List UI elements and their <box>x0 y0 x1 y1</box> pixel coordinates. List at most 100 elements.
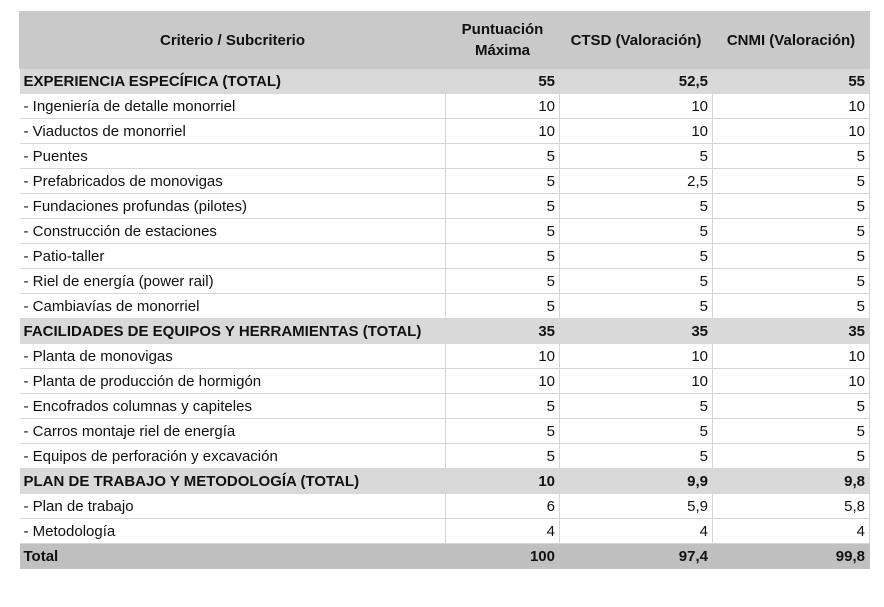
puntuacion-maxima-cell: 6 <box>445 493 560 519</box>
criterio-cell: - Encofrados columnas y capiteles <box>19 393 446 419</box>
puntuacion-maxima-cell: 5 <box>445 418 560 444</box>
cnmi-cell: 10 <box>712 368 870 394</box>
section-row: EXPERIENCIA ESPECÍFICA (TOTAL) 55 52,5 55 <box>19 68 870 94</box>
table-row: - Puentes 5 5 5 <box>19 143 870 169</box>
ctsd-cell: 5 <box>559 293 713 319</box>
table-row: - Viaductos de monorriel 10 10 10 <box>19 118 870 144</box>
cnmi-cell: 5 <box>712 443 870 469</box>
criterio-cell: - Prefabricados de monovigas <box>19 168 446 194</box>
criterio-cell: - Construcción de estaciones <box>19 218 446 244</box>
header-ctsd: CTSD (Valoración) <box>559 11 713 69</box>
puntuacion-maxima-cell: 5 <box>445 143 560 169</box>
puntuacion-maxima-cell: 5 <box>445 443 560 469</box>
puntuacion-maxima-cell: 5 <box>445 168 560 194</box>
cnmi-cell: 99,8 <box>712 543 870 569</box>
criterio-cell: FACILIDADES DE EQUIPOS Y HERRAMIENTAS (T… <box>19 318 446 344</box>
table-row: - Encofrados columnas y capiteles 5 5 5 <box>19 393 870 419</box>
cnmi-cell: 4 <box>712 518 870 544</box>
table-row: - Planta de monovigas 10 10 10 <box>19 343 870 369</box>
criterio-cell: - Ingeniería de detalle monorriel <box>19 93 446 119</box>
criterio-cell: - Carros montaje riel de energía <box>19 418 446 444</box>
ctsd-cell: 5 <box>559 443 713 469</box>
ctsd-cell: 10 <box>559 368 713 394</box>
header-row: Criterio / Subcriterio Puntuación Máxima… <box>19 11 870 69</box>
criterio-cell: - Riel de energía (power rail) <box>19 268 446 294</box>
puntuacion-maxima-cell: 10 <box>445 118 560 144</box>
evaluation-table: Criterio / Subcriterio Puntuación Máxima… <box>19 11 870 569</box>
table-row: - Prefabricados de monovigas 5 2,5 5 <box>19 168 870 194</box>
puntuacion-maxima-cell: 5 <box>445 393 560 419</box>
ctsd-cell: 5 <box>559 218 713 244</box>
cnmi-cell: 5 <box>712 143 870 169</box>
puntuacion-maxima-cell: 100 <box>445 543 560 569</box>
cnmi-cell: 5 <box>712 218 870 244</box>
table-row: - Riel de energía (power rail) 5 5 5 <box>19 268 870 294</box>
cnmi-cell: 10 <box>712 118 870 144</box>
criterio-cell: - Planta de monovigas <box>19 343 446 369</box>
criterio-cell: Total <box>19 543 446 569</box>
ctsd-cell: 52,5 <box>559 68 713 94</box>
ctsd-cell: 10 <box>559 118 713 144</box>
criterio-cell: - Patio-taller <box>19 243 446 269</box>
puntuacion-maxima-cell: 5 <box>445 218 560 244</box>
ctsd-cell: 97,4 <box>559 543 713 569</box>
total-row: Total 100 97,4 99,8 <box>19 543 870 569</box>
puntuacion-maxima-cell: 10 <box>445 93 560 119</box>
table-row: - Patio-taller 5 5 5 <box>19 243 870 269</box>
table-row: - Construcción de estaciones 5 5 5 <box>19 218 870 244</box>
section-row: PLAN DE TRABAJO Y METODOLOGÍA (TOTAL) 10 9… <box>19 468 870 494</box>
criterio-cell: - Planta de producción de hormigón <box>19 368 446 394</box>
cnmi-cell: 5 <box>712 268 870 294</box>
puntuacion-maxima-cell: 5 <box>445 268 560 294</box>
cnmi-cell: 35 <box>712 318 870 344</box>
criterio-cell: - Viaductos de monorriel <box>19 118 446 144</box>
puntuacion-maxima-cell: 4 <box>445 518 560 544</box>
cnmi-cell: 5 <box>712 393 870 419</box>
ctsd-cell: 9,9 <box>559 468 713 494</box>
criterio-cell: - Equipos de perforación y excavación <box>19 443 446 469</box>
cnmi-cell: 10 <box>712 343 870 369</box>
ctsd-cell: 5 <box>559 393 713 419</box>
cnmi-cell: 5 <box>712 193 870 219</box>
ctsd-cell: 5,9 <box>559 493 713 519</box>
puntuacion-maxima-cell: 10 <box>445 343 560 369</box>
cnmi-cell: 5 <box>712 168 870 194</box>
header-criterio: Criterio / Subcriterio <box>19 11 446 69</box>
cnmi-cell: 5 <box>712 243 870 269</box>
criterio-cell: EXPERIENCIA ESPECÍFICA (TOTAL) <box>19 68 446 94</box>
table-row: - Planta de producción de hormigón 10 10 10 <box>19 368 870 394</box>
criterio-cell: PLAN DE TRABAJO Y METODOLOGÍA (TOTAL) <box>19 468 446 494</box>
header-puntuacion-maxima: Puntuación Máxima <box>445 11 560 69</box>
ctsd-cell: 5 <box>559 243 713 269</box>
puntuacion-maxima-cell: 10 <box>445 368 560 394</box>
ctsd-cell: 5 <box>559 418 713 444</box>
table-row: - Fundaciones profundas (pilotes) 5 5 5 <box>19 193 870 219</box>
table-row: - Carros montaje riel de energía 5 5 5 <box>19 418 870 444</box>
table-row: - Metodología 4 4 4 <box>19 518 870 544</box>
criterio-cell: - Puentes <box>19 143 446 169</box>
puntuacion-maxima-cell: 10 <box>445 468 560 494</box>
section-row: FACILIDADES DE EQUIPOS Y HERRAMIENTAS (T… <box>19 318 870 344</box>
puntuacion-maxima-cell: 5 <box>445 293 560 319</box>
ctsd-cell: 4 <box>559 518 713 544</box>
puntuacion-maxima-cell: 55 <box>445 68 560 94</box>
ctsd-cell: 10 <box>559 93 713 119</box>
table-row: - Plan de trabajo 6 5,9 5,8 <box>19 493 870 519</box>
cnmi-cell: 5,8 <box>712 493 870 519</box>
cnmi-cell: 10 <box>712 93 870 119</box>
table-row: - Cambiavías de monorriel 5 5 5 <box>19 293 870 319</box>
ctsd-cell: 2,5 <box>559 168 713 194</box>
puntuacion-maxima-cell: 5 <box>445 243 560 269</box>
criterio-cell: - Plan de trabajo <box>19 493 446 519</box>
ctsd-cell: 35 <box>559 318 713 344</box>
cnmi-cell: 55 <box>712 68 870 94</box>
cnmi-cell: 9,8 <box>712 468 870 494</box>
cnmi-cell: 5 <box>712 418 870 444</box>
puntuacion-maxima-cell: 5 <box>445 193 560 219</box>
ctsd-cell: 10 <box>559 343 713 369</box>
ctsd-cell: 5 <box>559 268 713 294</box>
criterio-cell: - Cambiavías de monorriel <box>19 293 446 319</box>
table-row: - Equipos de perforación y excavación 5 5 5 <box>19 443 870 469</box>
header-cnmi: CNMI (Valoración) <box>712 11 870 69</box>
ctsd-cell: 5 <box>559 143 713 169</box>
